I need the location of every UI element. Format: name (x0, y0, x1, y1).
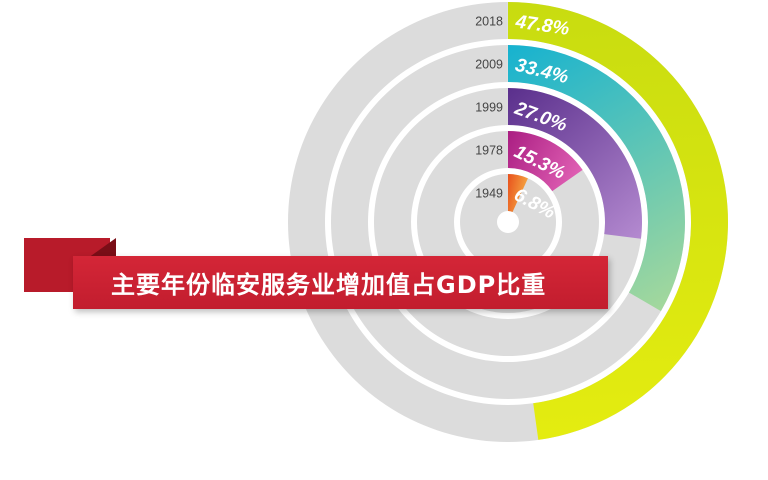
ring-track-1949 (460, 174, 557, 270)
year-label-2018: 2018 (475, 15, 503, 29)
year-label-1978: 1978 (475, 144, 503, 158)
ring-bar-2009 (508, 45, 685, 312)
chart-title: 主要年份临安服务业增加值占GDP比重 (111, 271, 547, 299)
ring-bar-1978 (508, 131, 583, 192)
year-label-2009: 2009 (475, 58, 503, 72)
ring-bar-1999 (508, 88, 642, 239)
year-label-1949: 1949 (475, 187, 503, 201)
ring-bar-2018 (508, 2, 728, 440)
ring-bar-1949 (508, 174, 528, 212)
title-banner: 主要年份临安服务业增加值占GDP比重 (73, 256, 608, 309)
ring-bars (508, 2, 728, 440)
year-label-1999: 1999 (475, 101, 503, 115)
